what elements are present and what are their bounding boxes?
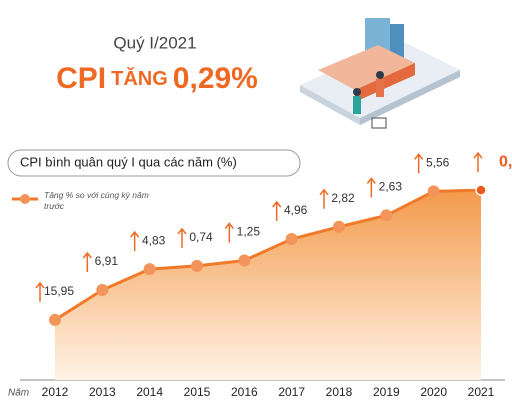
- chart-title: CPI bình quân quý I qua các năm (%): [20, 154, 237, 169]
- point: [191, 259, 203, 272]
- x-tick-label: 2015: [184, 385, 211, 399]
- x-axis-label: Năm: [8, 388, 29, 399]
- x-tick-label: 2020: [420, 385, 447, 399]
- value-label: 2,63: [379, 180, 403, 194]
- up-arrow: [35, 281, 45, 302]
- x-tick-label: 2021: [468, 385, 495, 399]
- illustration: [300, 18, 460, 129]
- value-label: 4,83: [142, 233, 166, 247]
- point: [285, 233, 298, 246]
- up-arrow: [414, 153, 424, 174]
- up-arrow: [130, 230, 140, 252]
- x-tick-label: 2012: [42, 385, 69, 399]
- point: [96, 284, 109, 297]
- x-tick-label: 2017: [278, 385, 305, 399]
- value-label: 6,91: [95, 254, 119, 268]
- point: [49, 313, 61, 326]
- up-arrow: [366, 177, 376, 198]
- area: [55, 190, 481, 380]
- point: [143, 263, 156, 276]
- up-arrow: [177, 227, 187, 248]
- point: [238, 254, 251, 267]
- point: [427, 185, 440, 198]
- headline: CPI TĂNG 0,29%: [56, 62, 258, 95]
- headline-part: CPI: [56, 62, 106, 95]
- line: [54, 188, 482, 322]
- up-arrow: [473, 151, 483, 173]
- legend-marker: [20, 194, 30, 204]
- point: [475, 184, 487, 196]
- point: [380, 209, 393, 222]
- x-tick-label: 2019: [373, 385, 400, 399]
- point: [333, 220, 345, 233]
- value-label: 2,82: [331, 191, 355, 205]
- up-arrow: [319, 188, 329, 209]
- value-label: 0,29: [499, 153, 512, 170]
- period: Quý I/2021: [113, 33, 196, 52]
- up-arrow: [82, 251, 92, 273]
- value-label: 4,96: [284, 203, 308, 217]
- value-label: 15,95: [44, 284, 74, 298]
- value-label: 0,74: [189, 230, 213, 244]
- title-box: [7, 149, 301, 177]
- value-label: 1,25: [237, 225, 261, 239]
- x-tick-label: 2018: [326, 385, 353, 399]
- headline-part: TĂNG: [111, 67, 168, 90]
- x-tick-label: 2013: [89, 385, 116, 399]
- value-label: 5,56: [426, 156, 450, 170]
- legend-label: Tăng % so với cùng kỳ năm trước: [44, 190, 149, 211]
- up-arrow: [272, 200, 282, 222]
- up-arrow: [224, 222, 234, 243]
- x-tick-label: 2014: [136, 385, 163, 399]
- x-tick-label: 2016: [231, 385, 258, 399]
- headline-part: 0,29%: [173, 62, 258, 95]
